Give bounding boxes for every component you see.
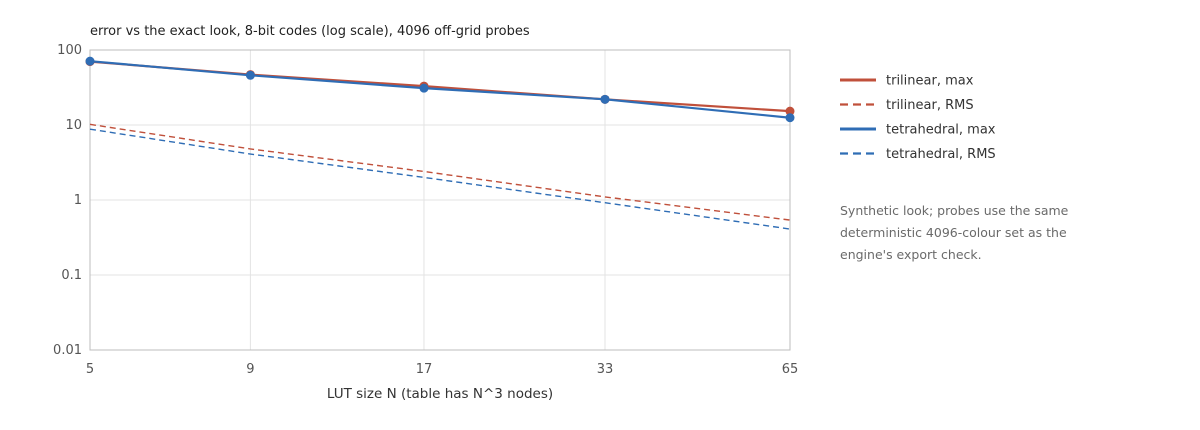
series-point	[785, 113, 795, 123]
legend-label: tetrahedral, RMS	[886, 147, 996, 162]
series-line	[89, 128, 791, 230]
series-point	[419, 83, 429, 93]
series-line	[89, 123, 791, 221]
grid	[89, 49, 791, 351]
legend-label: trilinear, RMS	[886, 98, 974, 113]
series-point	[85, 56, 95, 66]
y-tick-label: 0.01	[53, 343, 82, 358]
x-axis-label: LUT size N (table has N^3 nodes)	[327, 386, 553, 402]
legend: trilinear, max trilinear, RMS tetrahedral,…	[840, 74, 996, 162]
y-tick-label: 10	[65, 118, 82, 133]
chart-note: Synthetic look; probes use the same dete…	[840, 203, 1069, 262]
series-point	[245, 70, 255, 80]
y-axis: 100 10 1 0.1 0.01	[53, 43, 82, 358]
plot-frame	[89, 49, 791, 351]
series-point	[600, 94, 610, 104]
x-tick-label: 17	[416, 362, 433, 377]
series-layer	[85, 56, 795, 230]
x-tick-label: 65	[782, 362, 799, 377]
series-point	[785, 106, 795, 116]
series-line	[89, 60, 791, 113]
y-tick-label: 1	[74, 193, 82, 208]
chart-title: error vs the exact look, 8-bit codes (lo…	[90, 24, 530, 39]
legend-label: trilinear, max	[886, 74, 974, 89]
x-tick-label: 5	[86, 362, 94, 377]
x-tick-label: 33	[597, 362, 614, 377]
x-axis: 5 9 17 33 65	[86, 362, 798, 377]
y-tick-label: 0.1	[61, 268, 82, 283]
y-tick-label: 100	[57, 43, 82, 58]
legend-label: tetrahedral, max	[886, 123, 996, 138]
x-tick-label: 9	[246, 362, 254, 377]
series-line	[89, 60, 791, 119]
